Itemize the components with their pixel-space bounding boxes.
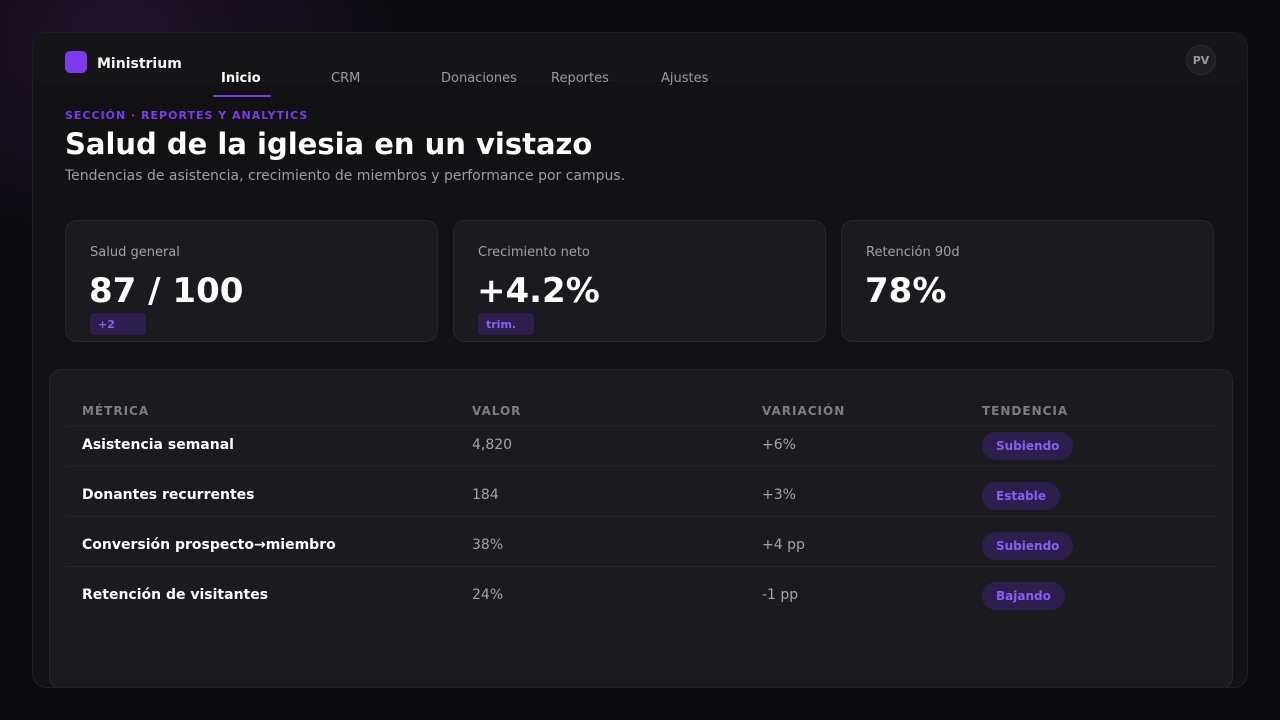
page-subtitle: Tendencias de asistencia, crecimiento de… [65,168,626,184]
metric-name: Asistencia semanal [82,437,234,453]
metric-change: +4 pp [762,537,805,553]
trend-badge: Subiendo [982,432,1074,460]
app-window: Ministrium Inicio CRM Donaciones Reporte… [32,32,1248,688]
column-header-variacion[interactable]: VARIACIÓN [762,404,846,418]
app-name: Ministrium [97,56,182,72]
metric-change: +3% [762,487,796,503]
nav-item-ajustes[interactable]: Ajustes [661,71,709,86]
trend-badge: Bajando [982,582,1065,610]
nav-item-donaciones[interactable]: Donaciones [441,71,517,86]
active-tab-indicator [213,95,271,97]
metric-value: 24% [472,587,504,603]
metric-value: 4,820 [472,437,513,453]
metric-change: -1 pp [762,587,799,603]
row-divider [66,516,1218,517]
brand-logo[interactable] [65,51,87,73]
metric-value: 184 [472,487,499,503]
nav-item-crm[interactable]: CRM [331,71,361,86]
kpi-label: Retención 90d [866,245,960,260]
metric-name: Conversión prospecto→miembro [82,537,336,553]
metric-name: Retención de visitantes [82,587,269,603]
metric-value: 38% [472,537,504,553]
top-navigation-bar [33,33,1247,81]
nav-item-reportes[interactable]: Reportes [551,71,609,86]
trend-badge: Estable [982,482,1061,510]
kpi-label: Crecimiento neto [478,245,590,260]
kpi-badge: +2 [90,313,146,335]
kpi-value: +4.2% [477,271,600,311]
kpi-label: Salud general [90,245,180,260]
column-header-tendencia[interactable]: TENDENCIA [982,404,1069,418]
kpi-value: 87 / 100 [89,271,244,311]
metrics-table: MÉTRICA VALOR VARIACIÓN TENDENCIA Asiste… [49,369,1233,687]
kpi-card-salud-general: Salud general 87 / 100 +2 [65,220,438,342]
row-divider [66,466,1218,467]
kpi-card-retencion-90d: Retención 90d 78% [841,220,1214,342]
row-divider [66,426,1218,427]
nav-item-inicio[interactable]: Inicio [221,71,261,86]
trend-badge: Subiendo [982,532,1074,560]
user-avatar[interactable]: PV [1186,45,1216,75]
page-title: Salud de la iglesia en un vistazo [65,127,593,161]
ministrium-logo-icon [65,51,87,73]
column-header-metrica[interactable]: MÉTRICA [82,404,150,418]
metric-change: +6% [762,437,796,453]
column-header-valor[interactable]: VALOR [472,404,522,418]
kpi-badge: trim. [478,313,534,335]
metric-name: Donantes recurrentes [82,487,255,503]
kpi-value: 78% [865,271,947,311]
row-divider [66,566,1218,567]
section-label: SECCIÓN · REPORTES Y ANALYTICS [65,109,309,122]
kpi-card-crecimiento-neto: Crecimiento neto +4.2% trim. [453,220,826,342]
